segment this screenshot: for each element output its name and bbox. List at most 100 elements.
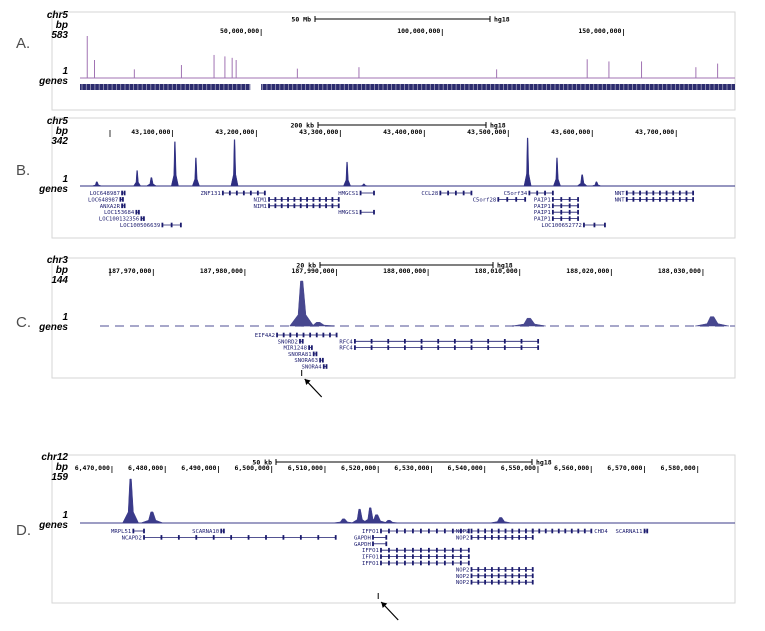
gene-exon-d [420, 560, 422, 566]
gene-exon-d [504, 528, 507, 534]
tick-label-c: 188,030,000 [658, 267, 701, 275]
gene-exon-d [195, 535, 198, 540]
gene-exon-d [428, 528, 430, 534]
gene-label-d: MRPL51 [111, 529, 131, 535]
gene-exon-d [459, 547, 462, 553]
gene-exon-b [577, 203, 579, 209]
assembly-label-d: hg18 [536, 459, 552, 467]
gene-exon-b [544, 190, 546, 196]
gene-exon-d [511, 528, 514, 534]
gene-exon-c [325, 364, 328, 369]
peak-d [332, 518, 355, 524]
gene-exon-c [520, 339, 523, 344]
gene-exon-b [645, 197, 648, 202]
gene-label-d: NOP2 [456, 529, 469, 535]
chrom-label-c: chr3 [47, 255, 69, 266]
gene-label-c: RFC4 [339, 339, 353, 345]
gene-label-c: RFC4 [339, 346, 353, 352]
gene-exon-b [568, 203, 571, 209]
gene-label-d: CHD4 [594, 529, 608, 535]
gene-exon-b [161, 222, 164, 228]
peak-c [512, 317, 546, 327]
gene-exon-b [325, 203, 327, 209]
gene-exon-b [551, 209, 554, 215]
gene-exon-b [306, 203, 308, 209]
ymax-label-a: 583 [51, 30, 68, 41]
gene-exon-b [462, 190, 465, 196]
gene-label-d: GAPDH [354, 535, 371, 541]
gene-exon-d [317, 535, 320, 540]
panel-label-d: D. [16, 522, 31, 539]
gene-exon-c [322, 332, 325, 338]
gene-exon-c [335, 332, 338, 338]
gene-exon-b [659, 190, 661, 196]
gene-exon-b [312, 197, 315, 202]
gene-exon-b [497, 197, 500, 202]
gene-exon-b [470, 190, 473, 196]
tick-label-c: 187,970,000 [108, 267, 151, 275]
gene-exon-d [380, 528, 382, 534]
gene-exon-d [518, 528, 521, 534]
tick-label-b: 43,500,000 [467, 128, 506, 136]
gene-exon-c [453, 345, 456, 350]
gene-exon-b [287, 197, 289, 202]
gene-exon-d [564, 528, 567, 534]
gene-exon-d [525, 567, 527, 572]
gene-exon-d [334, 535, 337, 540]
gene-exon-d [484, 573, 487, 579]
tick-label-c: 187,990,000 [291, 267, 334, 275]
gene-exon-d [380, 560, 382, 566]
peak-c [695, 316, 729, 327]
tick-label-b: 43,300,000 [299, 128, 338, 136]
tick-label-b: 43,700,000 [635, 128, 674, 136]
gene-exon-d [583, 528, 586, 534]
gene-exon-c [312, 351, 315, 357]
gene-exon-d [396, 554, 398, 559]
peak-c [301, 322, 336, 327]
gene-exon-c [310, 345, 313, 350]
peak-b [576, 174, 588, 187]
gene-exon-b [515, 197, 518, 202]
gene-exon-c [503, 339, 506, 344]
gene-exon-c [309, 332, 312, 338]
gene-exon-b [454, 190, 457, 196]
gene-exon-d [404, 547, 406, 553]
gene-exon-b [528, 190, 531, 196]
gene-label-b: LOC100506639 [120, 223, 160, 229]
gene-exon-d [443, 560, 446, 566]
gene-exon-b [293, 203, 296, 209]
gene-exon-c [289, 332, 292, 338]
ymin-label-a: 1 [62, 66, 68, 77]
gene-exon-d [247, 535, 250, 540]
gene-exon-b [299, 197, 302, 202]
gene-exon-d [511, 573, 514, 579]
assembly-label-b: hg18 [490, 122, 506, 130]
unit-label-c: bp [56, 265, 68, 276]
gene-exon-d [511, 579, 514, 585]
gene-exon-b [672, 190, 675, 196]
gene-label-c: MIR1248 [283, 346, 307, 352]
gene-exon-d [459, 554, 462, 559]
gene-exon-d [518, 573, 521, 579]
gene-label-d: NOP2 [456, 574, 469, 580]
chrom-label-d: chr12 [41, 452, 68, 463]
gene-exon-b [242, 190, 245, 196]
gene-label-d: SCARNA10 [192, 529, 219, 535]
gene-exon-b [439, 190, 442, 196]
gene-exon-c [276, 332, 278, 338]
gene-exon-b [123, 203, 126, 209]
gene-exon-d [372, 541, 374, 547]
peak-b [145, 177, 158, 187]
panel-label-a: A. [16, 35, 30, 52]
gene-exon-d [497, 579, 500, 585]
chrom-label-a: chr5 [47, 10, 69, 21]
gene-exon-d [484, 567, 487, 572]
gene-exon-d [525, 528, 527, 534]
tick-label-b: 43,200,000 [215, 128, 254, 136]
gene-label-c: SNORA81 [288, 352, 312, 358]
gene-exon-b [577, 216, 579, 221]
tick-label-d: 6,560,000 [554, 464, 589, 472]
gene-exon-d [443, 547, 446, 553]
gene-exon-d [299, 535, 302, 540]
tick-label-a: 50,000,000 [220, 27, 259, 35]
